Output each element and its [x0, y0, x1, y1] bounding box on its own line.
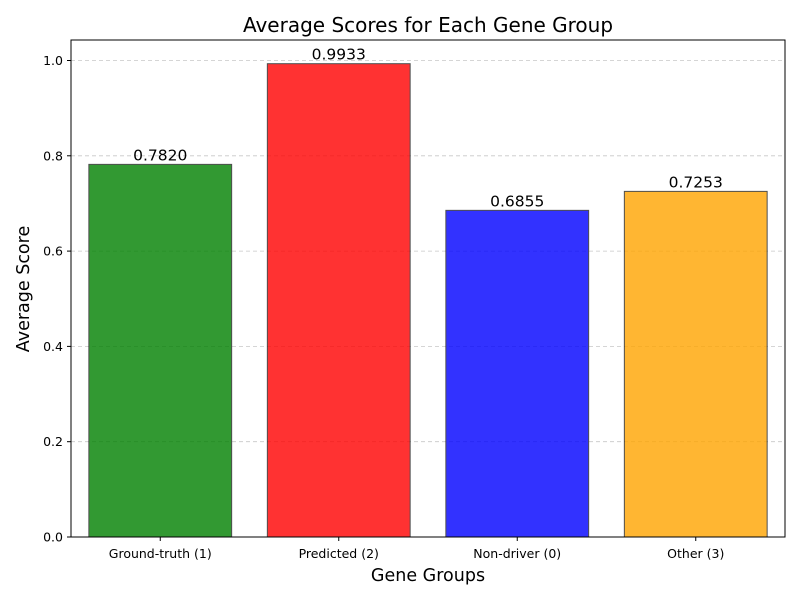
x-tick-label: Other (3)	[667, 546, 724, 561]
y-tick-label: 0.4	[43, 339, 63, 354]
bar	[88, 163, 233, 538]
x-tick-label: Predicted (2)	[299, 546, 379, 561]
y-tick-label: 1.0	[43, 53, 63, 68]
y-axis-title: Average Score	[14, 226, 34, 352]
chart-title: Average Scores for Each Gene Group	[243, 13, 613, 37]
y-tick-label: 0.2	[43, 434, 63, 449]
bar-value-label: 0.7253	[669, 173, 723, 191]
x-tick-label: Ground-truth (1)	[109, 546, 212, 561]
y-tick-label: 0.6	[43, 244, 63, 259]
y-tick-label: 0.0	[43, 530, 63, 545]
bar	[266, 63, 411, 538]
bar	[445, 209, 590, 538]
y-tick-label: 0.8	[43, 148, 63, 163]
bar-value-label: 0.9933	[312, 46, 366, 64]
plot-frame	[70, 39, 786, 538]
y-axis-ticks: 0.0 0.2 0.4 0.6 0.8 1.0	[43, 53, 71, 545]
bar-value-label: 0.7820	[133, 146, 187, 164]
bar-value-label: 0.6855	[490, 192, 544, 210]
bar	[623, 190, 768, 538]
x-axis-title: Gene Groups	[371, 566, 485, 586]
x-tick-label: Non-driver (0)	[473, 546, 561, 561]
bar-value-labels: 0.7820 0.9933 0.6855 0.7253	[133, 46, 723, 211]
x-axis-ticks: Ground-truth (1) Predicted (2) Non-driver …	[109, 537, 724, 561]
bars	[88, 63, 768, 538]
